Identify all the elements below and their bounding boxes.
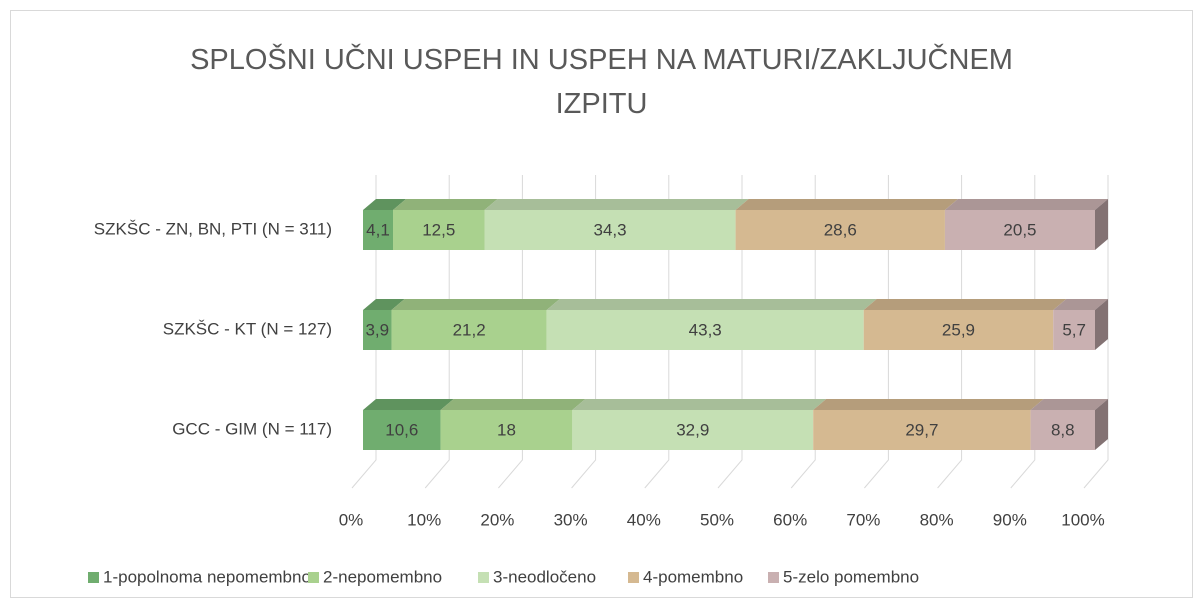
bar: [440, 410, 573, 450]
data-label: 8,8: [1051, 420, 1075, 439]
x-tick-label: 20%: [480, 510, 514, 529]
data-label: 25,9: [942, 320, 975, 339]
bar: [863, 310, 1054, 350]
data-label: 43,3: [689, 320, 722, 339]
data-label: 3,9: [365, 320, 389, 339]
x-tick-label: 60%: [773, 510, 807, 529]
bar: [1030, 410, 1095, 450]
bar-top: [735, 199, 958, 210]
legend-swatch: [628, 572, 639, 583]
grid-line: [1010, 175, 1036, 489]
legend-swatch: [768, 572, 779, 583]
bar-top: [1053, 299, 1108, 310]
data-label: 34,3: [594, 220, 627, 239]
bar-top: [440, 399, 586, 410]
bar: [735, 210, 945, 250]
bar-top: [863, 299, 1067, 310]
bar-top: [572, 399, 827, 410]
legend-label: 5-zelo pomembno: [783, 567, 919, 586]
grid-line: [644, 175, 670, 489]
bar: [813, 410, 1031, 450]
x-tick-label: 80%: [920, 510, 954, 529]
grid-line: [717, 175, 743, 489]
bar-top: [363, 299, 405, 310]
x-tick-label: 40%: [627, 510, 661, 529]
legend-swatch: [308, 572, 319, 583]
data-label: 10,6: [385, 420, 418, 439]
legend-label: 1-popolnoma nepomembno: [103, 567, 311, 586]
x-tick-label: 30%: [554, 510, 588, 529]
bar-top: [484, 199, 749, 210]
grid-line: [571, 175, 597, 489]
bar-top: [391, 299, 560, 310]
bar-end: [1095, 399, 1108, 450]
grid-line: [937, 175, 963, 489]
bar: [363, 210, 394, 250]
legend-label: 2-nepomembno: [323, 567, 442, 586]
legend-swatch: [478, 572, 489, 583]
bar-top: [393, 199, 498, 210]
bar-top: [546, 299, 877, 310]
bar-end: [1095, 299, 1108, 350]
data-label: 12,5: [422, 220, 455, 239]
bar: [944, 210, 1095, 250]
bar: [546, 310, 864, 350]
legend-label: 4-pomembno: [643, 567, 743, 586]
grid-line: [498, 175, 523, 489]
bar: [363, 410, 441, 450]
y-tick-label: SZKŠC - ZN, BN, PTI (N = 311): [94, 219, 332, 238]
y-tick-label: SZKŠC - KT (N = 127): [163, 319, 332, 338]
bar: [1053, 310, 1095, 350]
data-label: 20,5: [1003, 220, 1036, 239]
x-tick-label: 0%: [339, 510, 364, 529]
legend-swatch: [88, 572, 99, 583]
bar: [572, 410, 814, 450]
x-tick-label: 50%: [700, 510, 734, 529]
bar-top: [944, 199, 1108, 210]
data-label: 21,2: [453, 320, 486, 339]
legend-label: 3-neodločeno: [493, 567, 596, 586]
bar-top: [363, 399, 454, 410]
data-label: 32,9: [676, 420, 709, 439]
grid-line: [864, 175, 889, 489]
x-tick-label: 70%: [846, 510, 880, 529]
x-tick-label: 10%: [407, 510, 441, 529]
bar-end: [1095, 199, 1108, 250]
data-label: 29,7: [905, 420, 938, 439]
y-tick-label: GCC - GIM (N = 117): [172, 419, 332, 438]
bar-top: [1030, 399, 1108, 410]
data-label: 18: [497, 420, 516, 439]
bar: [363, 310, 392, 350]
grid-line: [424, 175, 450, 489]
data-label: 5,7: [1062, 320, 1086, 339]
bar: [391, 310, 547, 350]
data-label: 28,6: [824, 220, 857, 239]
bar-top: [813, 399, 1044, 410]
bar: [393, 210, 485, 250]
bar-top: [363, 199, 407, 210]
x-tick-label: 100%: [1061, 510, 1104, 529]
data-label: 4,1: [366, 220, 390, 239]
x-tick-label: 90%: [993, 510, 1027, 529]
grid-line: [790, 175, 816, 489]
grid-line: [351, 175, 377, 489]
chart-title: SPLOŠNI UČNI USPEH IN USPEH NA MATURI/ZA…: [190, 44, 1013, 120]
bar: [484, 210, 736, 250]
grid-line: [1083, 175, 1109, 489]
